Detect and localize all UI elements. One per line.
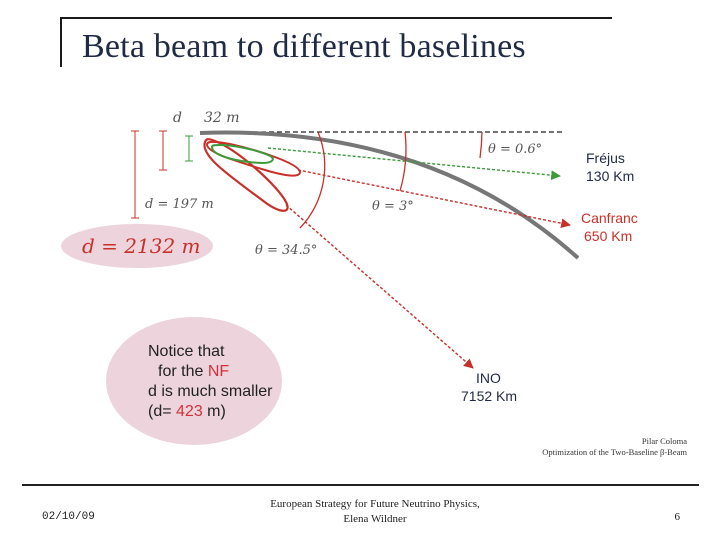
depth-highlight-bubble [61, 224, 213, 268]
notice-highlight-value: 423 [176, 403, 203, 420]
depth-label-197m: d = 197 m [145, 197, 214, 212]
angle-arc-large [299, 131, 326, 229]
beam-line-frejus [267, 147, 561, 181]
site-name-canfranc: Canfranc [581, 210, 638, 226]
decay-ring-frejus [210, 143, 274, 165]
footer-center-line-2: Elena Wildner [343, 513, 407, 525]
site-name-frejus: Fréjus [586, 150, 625, 166]
angle-label-mid: θ = 3° [372, 199, 414, 214]
credit-author: Pilar Coloma [641, 436, 687, 446]
earth-surface-curve [199, 130, 580, 260]
site-dist-frejus: 130 Km [586, 168, 634, 184]
notice-line-4-suffix: m) [203, 403, 226, 420]
angle-label-large: θ = 34.5° [255, 243, 317, 258]
notice-line-1: Notice that [148, 343, 225, 360]
notice-highlight-nf: NF [208, 363, 230, 380]
notice-line-4-prefix: (d= [148, 403, 176, 420]
footer-center: European Strategy for Future Neutrino Ph… [245, 497, 505, 527]
angle-arc-small [479, 131, 483, 159]
notice-line-3: d is much smaller [148, 383, 273, 400]
depth-label-d: d [173, 110, 182, 126]
site-name-ino: INO [476, 370, 501, 386]
slide-title: Beta beam to different baselines [82, 28, 526, 65]
depth-label-2132m: d = 2132 m [82, 234, 201, 258]
beam-line-canfranc [297, 169, 571, 229]
decay-ring-canfranc [206, 140, 302, 177]
site-dist-canfranc: 650 Km [584, 228, 632, 244]
notice-line-2: for the NF [158, 363, 229, 380]
credit-reference: Optimization of the Two-Baseline β-Beam [542, 447, 687, 457]
notice-line-2-prefix: for the [158, 363, 208, 380]
notice-line-4: (d= 423 m) [148, 403, 226, 420]
footer-center-line-1: European Strategy for Future Neutrino Ph… [270, 498, 480, 510]
notice-bubble [106, 317, 282, 445]
site-dist-ino: 7152 Km [461, 388, 517, 404]
angle-arc-mid [399, 131, 407, 192]
decay-ring-ino [203, 138, 289, 212]
title-frame [60, 17, 612, 67]
angle-label-small: θ = 0.6° [488, 142, 542, 157]
footer-page-number: 6 [674, 511, 681, 523]
depth-label-32m: 32 m [204, 110, 240, 126]
footer-date: 02/10/09 [42, 511, 95, 523]
beam-line-ino [285, 204, 474, 369]
footer-rule [22, 484, 699, 486]
baseline-diagram: d 32 m d = 197 m d = 2132 m θ = 0.6° θ =… [61, 110, 638, 445]
